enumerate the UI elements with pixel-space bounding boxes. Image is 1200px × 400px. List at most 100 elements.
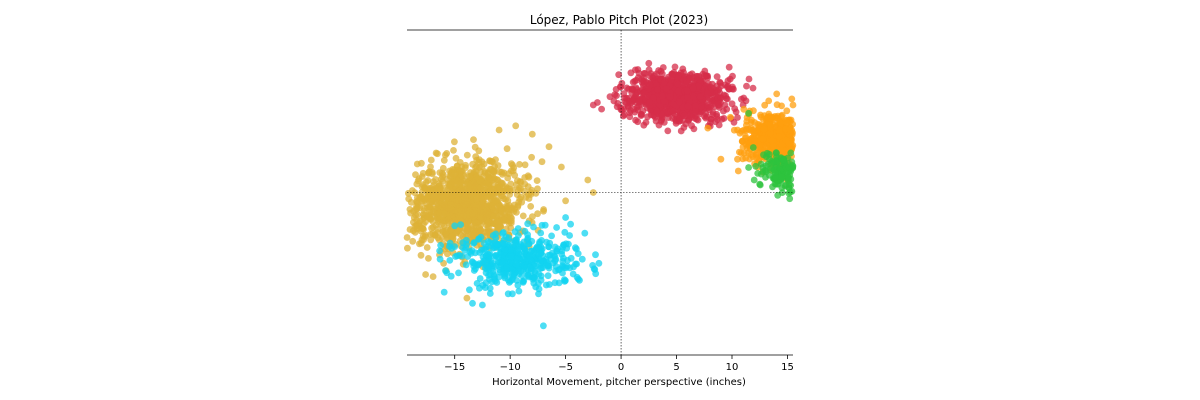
x-tick-label: −15 [444,362,465,373]
pitch-point [743,121,750,129]
pitch-point [419,224,426,232]
pitch-point [727,113,734,121]
pitch-point [567,254,575,262]
pitch-point [419,169,427,177]
pitch-point [632,91,640,99]
pitch-point [432,176,439,183]
pitch-point [469,299,476,307]
pitch-point [409,237,417,245]
pitch-point [674,81,682,88]
pitch-point [639,107,647,115]
pitch-point [745,75,753,83]
pitch-point [427,236,435,244]
pitch-point [493,240,501,248]
pitch-cluster-2 [745,109,797,203]
pitch-point [455,215,463,223]
x-tick-label: 5 [673,362,679,373]
pitch-point [757,113,765,121]
pitch-point [479,202,487,209]
x-tick-label: −5 [558,362,573,373]
pitch-point [778,173,785,181]
pitch-point [526,252,534,260]
pitch-point [521,227,529,235]
pitch-point [506,279,513,286]
pitch-point [606,93,614,101]
pitch-point [720,107,727,115]
pitch-point [614,100,622,107]
pitch-point [515,250,523,257]
pitch-point [475,159,482,166]
pitch-point [697,93,704,100]
pitch-point [680,112,688,120]
pitch-point [439,227,447,235]
pitch-point [676,117,683,125]
pitch-point [553,247,561,255]
pitch-point [475,147,483,155]
pitch-point [484,220,491,227]
pitch-point [717,155,725,163]
pitch-point [470,136,477,144]
pitch-point [613,92,620,99]
pitch-point [697,103,705,110]
pitch-point [538,237,545,244]
pitch-point [501,246,509,253]
pitch-point [528,257,535,265]
pitch-point [470,220,478,227]
pitch-point [709,111,717,118]
pitch-point [488,202,496,210]
pitch-point [761,101,769,109]
pitch-point [653,108,661,115]
pitch-point [405,189,412,197]
pitch-point [562,214,569,221]
pitch-point [406,226,414,233]
pitch-point [778,102,785,110]
pitch-point [499,230,506,237]
pitch-point [543,258,551,266]
pitch-point [561,228,569,236]
pitch-point [767,129,774,137]
pitch-point [537,265,544,272]
pitch-point [634,118,642,126]
pitch-point [660,79,668,87]
pitch-point [684,94,691,101]
pitch-point [484,209,491,217]
pitch-point [455,187,463,195]
pitch-point [495,126,503,134]
pitch-point [443,269,451,277]
pitch-point [778,111,786,119]
pitch-point [627,69,635,77]
pitch-point [513,191,521,199]
pitch-point [492,198,499,205]
pitch-point [440,184,448,192]
pitch-point [511,228,519,236]
pitch-point [425,192,432,200]
pitch-point [418,198,426,206]
pitch-point [743,144,751,152]
pitch-point [713,73,721,80]
pitch-point [756,180,764,188]
pitch-point [532,283,540,291]
pitch-point [664,127,672,135]
pitch-point [429,273,437,280]
x-tick-label: 0 [618,362,624,373]
pitch-point [480,257,487,265]
pitch-point [492,251,500,259]
scatter-points [403,59,797,330]
pitch-point [427,156,435,164]
pitch-point [671,63,679,71]
pitch-point [712,118,719,126]
pitch-point [500,169,508,177]
pitch-point [650,94,657,102]
pitch-point [418,159,425,167]
pitch-point [765,97,773,105]
pitch-point [752,162,760,170]
pitch-point [463,151,471,159]
pitch-point [740,105,748,113]
pitch-point [768,137,776,144]
pitch-point [487,166,495,173]
pitch-point [411,222,419,230]
pitch-point [446,180,454,188]
pitch-point [623,84,631,92]
pitch-point [738,95,745,103]
pitch-point [545,251,552,259]
